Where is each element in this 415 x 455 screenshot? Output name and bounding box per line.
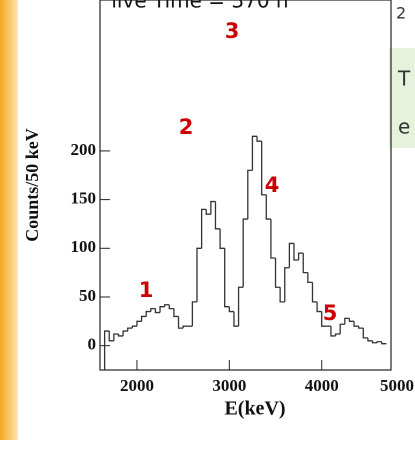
histogram-bin — [344, 317, 350, 325]
histogram-bin — [288, 242, 294, 268]
histogram-bin — [316, 301, 322, 313]
corner-text: 2 — [396, 4, 406, 23]
histogram-bin — [140, 315, 147, 322]
histogram-bin — [191, 301, 197, 327]
peak-label: 2 — [179, 115, 194, 139]
histogram-bin — [293, 243, 299, 261]
x-tick-label: 2000 — [120, 376, 154, 395]
histogram-bin — [108, 331, 114, 342]
y-tick-label: 100 — [71, 237, 97, 256]
y-tick-label: 150 — [71, 189, 97, 208]
histogram-bin — [348, 318, 355, 322]
chart-title: live Time = 370 h — [111, 0, 288, 13]
histogram-bin — [131, 325, 137, 329]
histogram-bin — [177, 316, 184, 329]
histogram-bin — [237, 286, 244, 327]
side-bar — [0, 0, 18, 440]
y-tick-label: 50 — [79, 286, 96, 305]
histogram-bin — [265, 194, 271, 220]
x-axis-title: E(keV) — [224, 398, 285, 420]
histogram-bin — [376, 341, 382, 343]
histogram-bin — [242, 218, 248, 288]
peak-label: 3 — [225, 19, 240, 43]
histogram-bin — [200, 208, 207, 249]
histogram-bin — [381, 341, 387, 345]
y-axis-title: Counts/50 keV — [22, 128, 42, 242]
note-line: e — [398, 115, 410, 139]
histogram-bin — [279, 287, 285, 303]
histogram-bin — [145, 310, 151, 317]
histogram-bin — [261, 141, 267, 196]
histogram-bin — [247, 169, 253, 220]
histogram-bin — [136, 320, 142, 327]
histogram-bin — [224, 248, 230, 308]
plot-frame — [99, 0, 392, 371]
histogram-bin — [117, 333, 124, 337]
histogram-bin — [330, 326, 336, 337]
x-tick-label: 5000 — [380, 376, 414, 395]
histogram-bin — [297, 252, 304, 260]
histogram-bin — [284, 267, 290, 302]
histogram-bin — [307, 272, 313, 284]
histogram-bin — [214, 201, 221, 230]
histogram-bin — [219, 228, 225, 249]
histogram-bin — [321, 311, 327, 327]
x-tick-label: 3000 — [212, 376, 246, 395]
histogram-bin — [150, 308, 156, 312]
histogram-bin — [159, 306, 165, 313]
histogram-bin — [168, 304, 174, 310]
histogram-bin — [358, 326, 364, 329]
histogram-bin — [251, 135, 258, 171]
histogram-bin — [164, 304, 170, 307]
histogram-bin — [367, 337, 373, 342]
histogram-bin — [311, 282, 318, 303]
peak-label: 4 — [265, 173, 280, 197]
histogram-bin — [205, 209, 211, 215]
histogram-bin — [127, 327, 133, 332]
histogram-bin — [270, 219, 276, 259]
histogram-bin — [256, 136, 262, 142]
note-line: T — [397, 67, 411, 91]
histogram-bin — [154, 308, 161, 314]
histogram-bin — [334, 333, 341, 336]
histogram-bin — [196, 247, 202, 302]
histogram-bin — [339, 323, 345, 334]
histogram-bin — [371, 340, 378, 344]
histogram-bin — [113, 333, 119, 341]
histogram-bin — [302, 253, 308, 274]
histogram-bin — [122, 330, 128, 336]
histogram-bin — [353, 321, 359, 327]
histogram-bin — [274, 258, 281, 288]
y-tick-label: 0 — [88, 335, 97, 354]
peak-label: 1 — [139, 278, 154, 302]
peak-label: 5 — [323, 301, 338, 325]
histogram-bin — [233, 311, 239, 327]
histogram-bin — [228, 306, 234, 313]
histogram-bin — [210, 200, 216, 215]
histogram-bin — [173, 308, 179, 318]
x-tick-label: 4000 — [305, 376, 339, 395]
note-box — [389, 48, 415, 148]
histogram-bin — [362, 328, 368, 339]
histogram-bin — [182, 325, 188, 329]
histogram-bin — [103, 330, 110, 370]
y-tick-label: 200 — [71, 140, 97, 159]
